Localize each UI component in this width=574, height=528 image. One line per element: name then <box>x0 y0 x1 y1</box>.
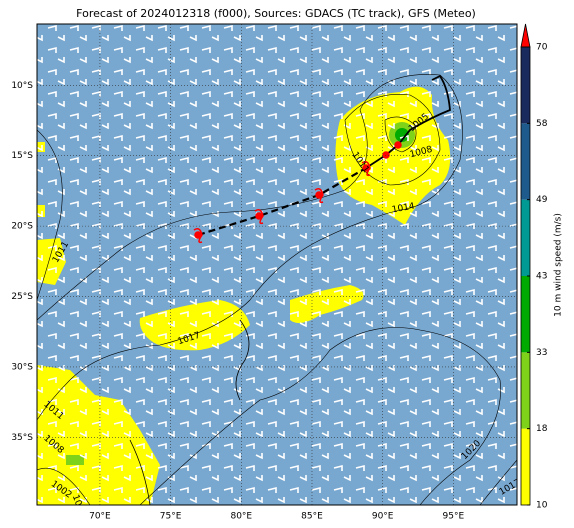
colorbar-tick-label: 10 <box>536 501 548 511</box>
tc-track <box>193 74 451 244</box>
colorbar-segment <box>521 276 530 353</box>
y-tick-label: 15°S <box>11 151 33 161</box>
colorbar-tick-label: 70 <box>536 43 548 53</box>
isobar-label: 1005 <box>70 493 87 518</box>
colorbar-tick-label: 33 <box>536 348 547 358</box>
isobar-label: 1014 <box>391 202 416 216</box>
colorbar-segment <box>521 47 530 124</box>
title: Forecast of 2024012318 (f000), Sources: … <box>76 7 476 20</box>
colorbar-tick-label: 58 <box>536 119 548 129</box>
colorbar-segment <box>521 352 530 429</box>
y-tick-label: 30°S <box>11 362 33 372</box>
colorbar-extend <box>520 23 531 48</box>
y-tick-label: 10°S <box>11 81 33 91</box>
coastlines <box>129 319 250 505</box>
colorbar-tick-label: 18 <box>536 424 548 434</box>
colorbar: 10 18 33 43 49 58 70 <box>520 23 548 511</box>
grid <box>37 24 517 505</box>
colorbar-tick-label: 49 <box>536 195 548 205</box>
x-tick-label: 80°E <box>230 512 252 522</box>
y-tick-label: 25°S <box>11 292 33 302</box>
y-tick-label: 20°S <box>11 222 33 232</box>
x-tick-label: 95°E <box>443 512 465 522</box>
x-tick-label: 70°E <box>89 512 111 522</box>
x-tick-label: 90°E <box>372 512 394 522</box>
colorbar-segment <box>521 123 530 200</box>
x-tick-label: 85°E <box>301 512 323 522</box>
y-tick-label: 35°S <box>11 433 33 443</box>
colorbar-label: 10 m wind speed (m/s) <box>554 213 564 317</box>
x-tick-label: 75°E <box>160 512 182 522</box>
map-frame <box>36 23 518 506</box>
isobars <box>37 74 517 505</box>
map-body: 1011 1008 1005 1014 1011 1017 1011 1008 … <box>37 24 517 518</box>
wind-barbs <box>37 24 517 505</box>
colorbar-segment <box>521 199 530 276</box>
colorbar-tick-label: 43 <box>536 272 547 282</box>
colorbar-segment <box>521 428 530 505</box>
